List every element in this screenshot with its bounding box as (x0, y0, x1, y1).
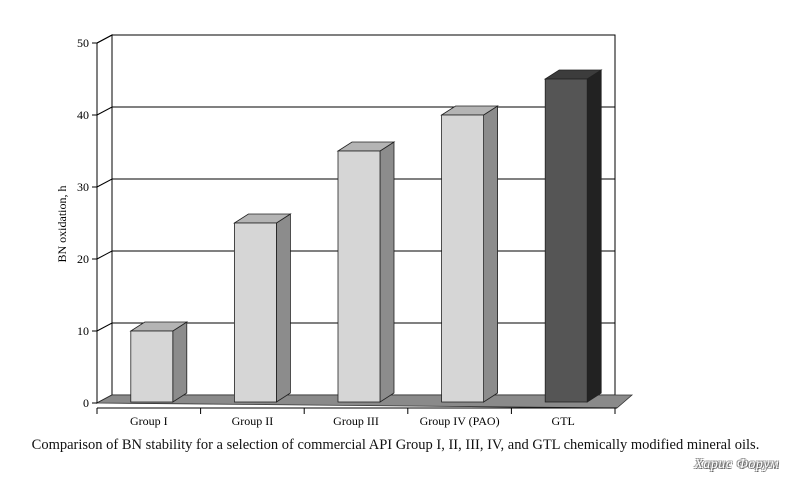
x-tick-label: Group IV (PAO) (420, 414, 500, 428)
watermark: Харис Форум (694, 457, 779, 472)
bar-side (379, 141, 395, 403)
bar-front (130, 330, 174, 403)
figure-caption: Comparison of BN stability for a selecti… (31, 437, 760, 453)
bar-side (483, 105, 499, 403)
bar-front (441, 114, 485, 403)
gridline (96, 106, 615, 116)
x-tick-label: Group I (130, 414, 168, 428)
bar-side (275, 213, 291, 403)
x-tick-label: GTL (552, 414, 575, 428)
y-axis: 0 10 20 30 40 50 (77, 36, 98, 410)
y-tick-label: 40 (77, 108, 89, 122)
bar-group-i (129, 321, 189, 403)
y-tick-label: 50 (77, 36, 89, 50)
y-axis-label: BN oxidation, h (55, 186, 69, 263)
bar-side (586, 69, 602, 403)
x-tick-label: Group II (232, 414, 274, 428)
y-tick-label: 0 (83, 396, 89, 410)
bar-group-iv-pao (440, 105, 499, 403)
y-tick-label: 30 (77, 180, 89, 194)
bars (129, 69, 603, 403)
bar-group-ii (233, 213, 292, 403)
x-axis: Group I Group II Group III Group IV (PAO) GT… (96, 407, 617, 428)
bar-front (544, 78, 588, 403)
y-tick-label: 20 (77, 252, 89, 266)
y-tick-label: 10 (77, 324, 89, 338)
x-tick-label: Group III (333, 414, 379, 428)
bar-group-iii (336, 141, 396, 403)
left-wall (96, 34, 113, 404)
bar-side (172, 321, 188, 403)
bar-gtl (543, 69, 603, 403)
gridline (96, 34, 615, 44)
bar-front (337, 150, 381, 403)
bar-front (233, 222, 277, 403)
